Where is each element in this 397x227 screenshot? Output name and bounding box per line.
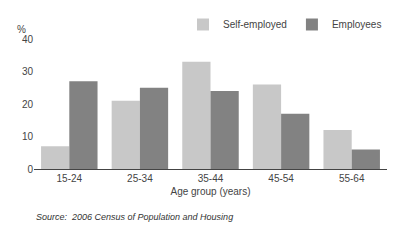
svg-text:0: 0 bbox=[27, 164, 33, 175]
svg-text:20: 20 bbox=[22, 99, 34, 110]
svg-text:40: 40 bbox=[22, 34, 34, 45]
svg-text:Source: 2006 Census of Popula: Source: 2006 Census of Population and Ho… bbox=[36, 212, 233, 222]
svg-text:45-54: 45-54 bbox=[268, 173, 294, 184]
svg-text:35-44: 35-44 bbox=[198, 173, 224, 184]
svg-text:25-34: 25-34 bbox=[127, 173, 153, 184]
svg-text:Age group (years): Age group (years) bbox=[170, 186, 250, 197]
svg-text:Employees: Employees bbox=[332, 19, 381, 30]
svg-text:Self-employed: Self-employed bbox=[223, 19, 287, 30]
svg-text:30: 30 bbox=[22, 66, 34, 77]
svg-text:%: % bbox=[17, 24, 26, 35]
svg-text:15-24: 15-24 bbox=[57, 173, 83, 184]
svg-text:10: 10 bbox=[22, 131, 34, 142]
svg-text:55-64: 55-64 bbox=[339, 173, 365, 184]
